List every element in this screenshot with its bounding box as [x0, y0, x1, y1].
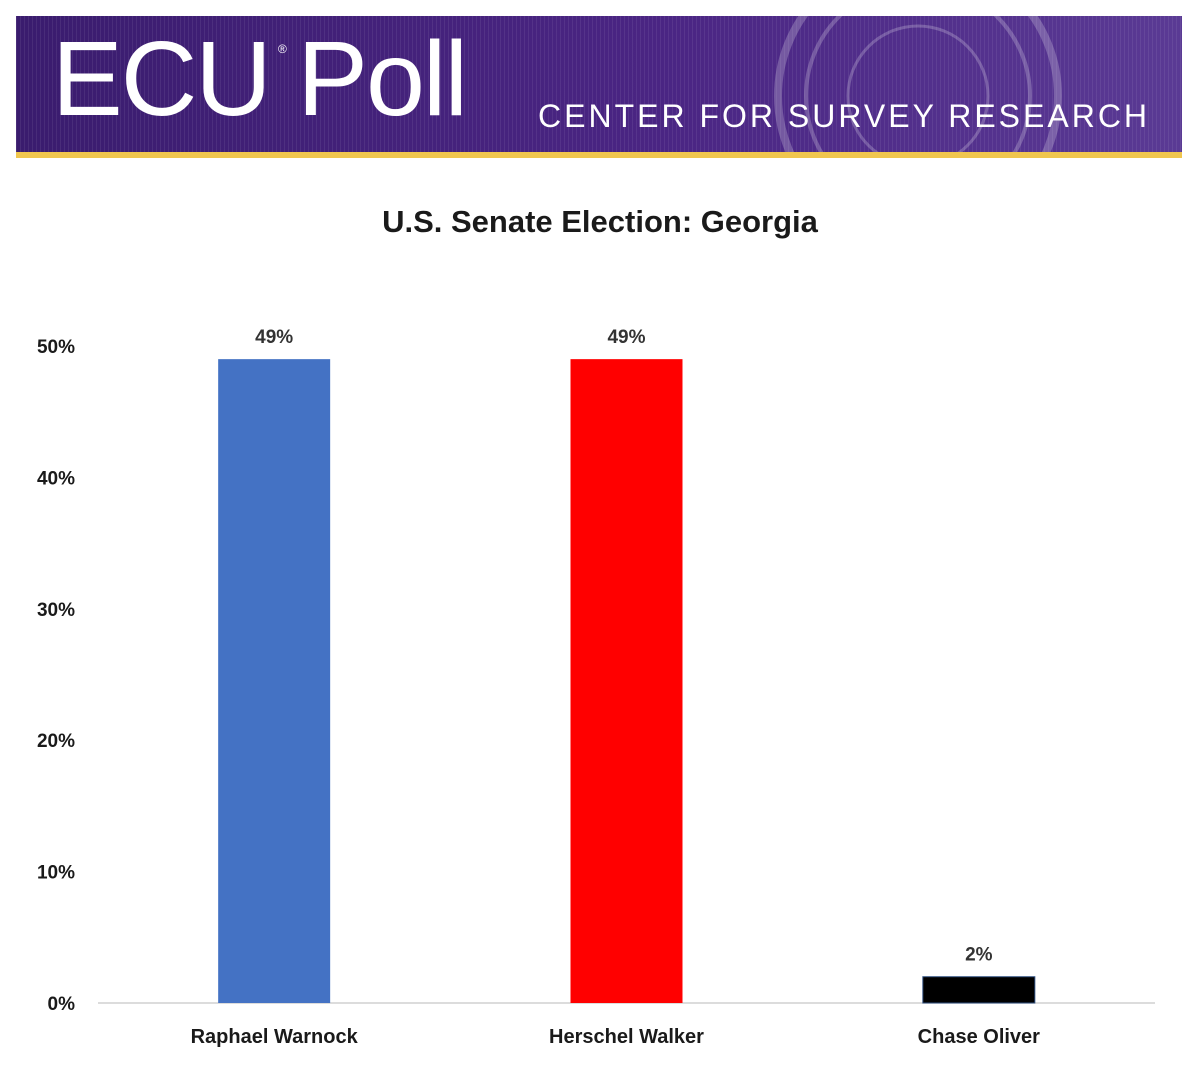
y-tick-label: 40%: [37, 468, 75, 489]
registered-mark: ®: [278, 42, 287, 56]
y-tick-label: 30%: [37, 600, 75, 621]
bar: [218, 359, 331, 1003]
data-label: 2%: [965, 945, 993, 966]
gold-stripe: [16, 152, 1182, 158]
x-tick-label: Raphael Warnock: [191, 1026, 359, 1048]
bar: [570, 359, 683, 1003]
y-tick-label: 20%: [37, 731, 75, 752]
data-label: 49%: [607, 327, 645, 348]
university-seal-icon: [774, 16, 1062, 158]
y-tick-label: 10%: [37, 863, 75, 884]
brand-logo: ECU Poll: [52, 20, 468, 138]
ecu-poll-banner: ECU Poll ® CENTER FOR SURVEY RESEARCH: [16, 16, 1182, 158]
data-label: 49%: [255, 327, 293, 348]
x-tick-label: Chase Oliver: [918, 1026, 1041, 1048]
banner-subtitle: CENTER FOR SURVEY RESEARCH: [538, 98, 1151, 134]
y-tick-label: 50%: [37, 337, 75, 358]
x-tick-label: Herschel Walker: [549, 1026, 704, 1048]
y-tick-label: 0%: [48, 994, 76, 1015]
chart-title: U.S. Senate Election: Georgia: [382, 204, 818, 239]
bar: [922, 976, 1036, 1004]
